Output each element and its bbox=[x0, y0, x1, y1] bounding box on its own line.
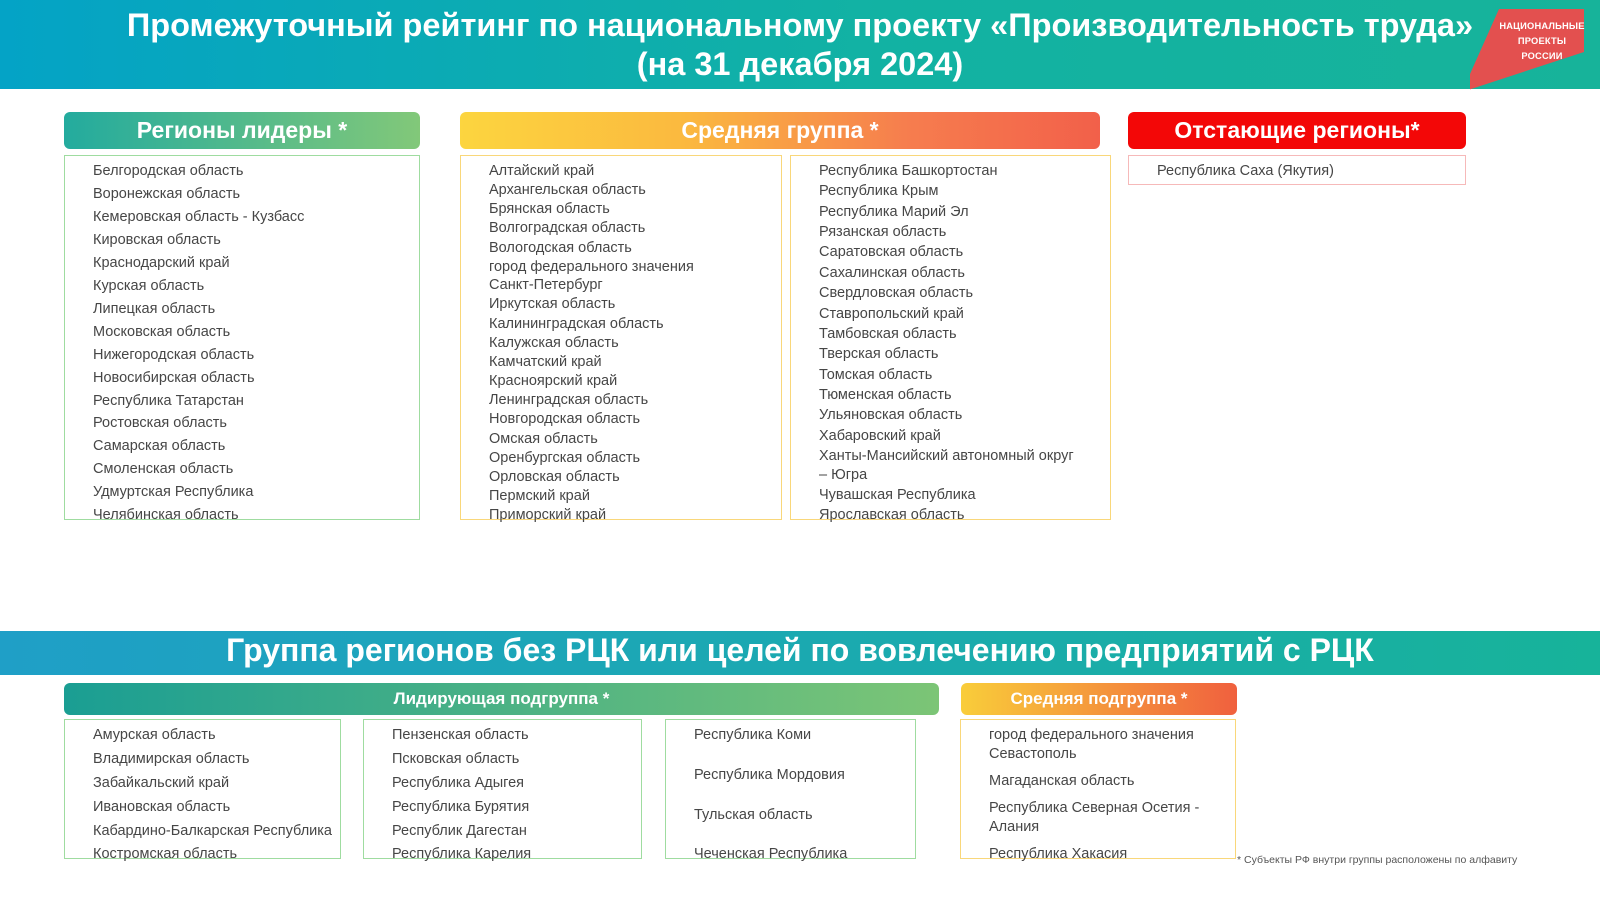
svg-text:РОССИИ: РОССИИ bbox=[1521, 51, 1562, 61]
svg-text:НАЦИОНАЛЬНЫЕ: НАЦИОНАЛЬНЫЕ bbox=[1499, 21, 1584, 31]
svg-text:ПРОЕКТЫ: ПРОЕКТЫ bbox=[1518, 36, 1566, 46]
